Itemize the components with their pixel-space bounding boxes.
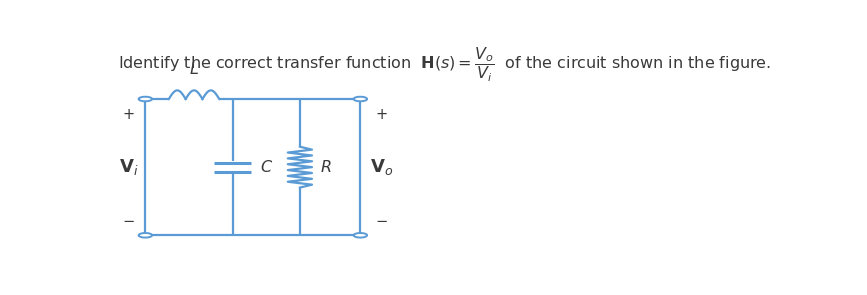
Circle shape [139, 97, 152, 101]
Text: $\mathbf{V}_{\mathit{o}}$: $\mathbf{V}_{\mathit{o}}$ [370, 157, 394, 177]
Circle shape [139, 233, 152, 237]
Text: $\mathbf{V}_{\mathit{i}}$: $\mathbf{V}_{\mathit{i}}$ [119, 157, 139, 177]
Text: +: + [122, 107, 134, 122]
Circle shape [354, 97, 367, 101]
Text: Identify the correct transfer function  $\mathbf{H}(s) = \dfrac{V_o}{V_i}$  of t: Identify the correct transfer function $… [119, 46, 772, 84]
Text: $-$: $-$ [122, 212, 135, 227]
Text: +: + [375, 107, 388, 122]
Text: $C$: $C$ [259, 159, 273, 175]
Circle shape [354, 233, 367, 237]
Text: $-$: $-$ [375, 212, 388, 227]
Text: $L$: $L$ [189, 61, 199, 77]
Text: $R$: $R$ [320, 159, 332, 175]
